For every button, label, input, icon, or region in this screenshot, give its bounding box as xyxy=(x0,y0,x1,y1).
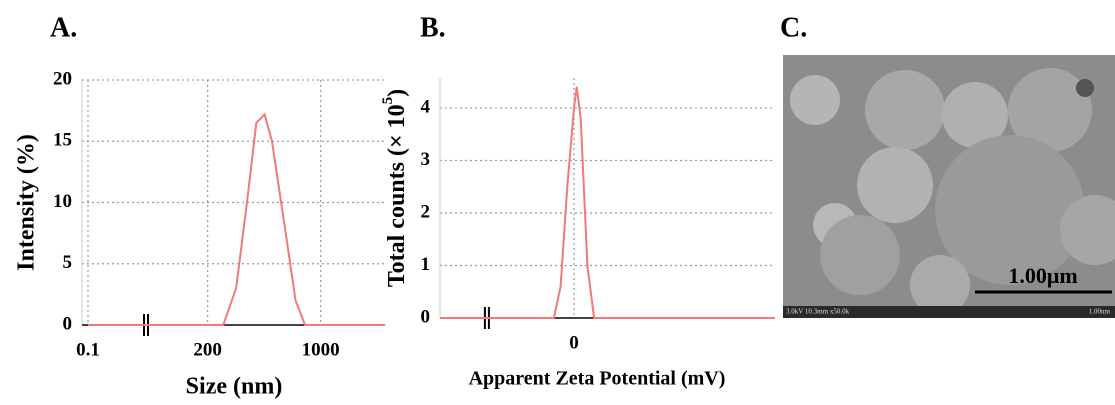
x-tick-label: 0 xyxy=(569,332,579,353)
y-tick-label: 10 xyxy=(53,191,72,212)
data-line xyxy=(88,112,385,326)
y-axis-label: Intensity (%) xyxy=(14,134,40,271)
scale-bar-label: 1.00μm xyxy=(1008,263,1077,288)
x-tick-label: 200 xyxy=(193,339,222,360)
y-tick-label: 15 xyxy=(53,130,72,151)
y-tick-label: 1 xyxy=(421,254,431,275)
panel-title: A. xyxy=(50,12,77,43)
panel-title: B. xyxy=(420,12,446,43)
y-axis-label-exponent: 5 xyxy=(380,97,396,105)
y-tick-label: 5 xyxy=(63,252,73,273)
y-tick-label: 0 xyxy=(63,313,73,334)
x-axis-label: Size (nm) xyxy=(186,374,283,400)
y-axis-label: Total counts (× 105) xyxy=(380,89,409,287)
y-axis-label-text: Total counts (× 10 xyxy=(384,104,410,287)
y-axis-label-close: ) xyxy=(384,89,410,97)
x-tick-label: 1000 xyxy=(302,339,340,360)
x-axis-label: Apparent Zeta Potential (mV) xyxy=(469,368,726,390)
sem-info-scale: 1.00um xyxy=(1089,308,1111,316)
sem-info: 3.0kV 10.3mm x50.0k xyxy=(786,308,850,316)
x-tick-label: 0.1 xyxy=(76,339,100,360)
panel-title: C. xyxy=(780,12,807,43)
y-tick-label: 3 xyxy=(421,149,431,170)
y-tick-label: 0 xyxy=(421,306,431,327)
y-tick-label: 2 xyxy=(421,201,431,222)
sem-image: 1.00μm 3.0kV 10.3mm x50.0k 1.00um xyxy=(783,55,1115,318)
y-tick-label: 20 xyxy=(53,68,72,89)
data-line xyxy=(440,86,775,319)
y-tick-label: 4 xyxy=(421,96,431,117)
